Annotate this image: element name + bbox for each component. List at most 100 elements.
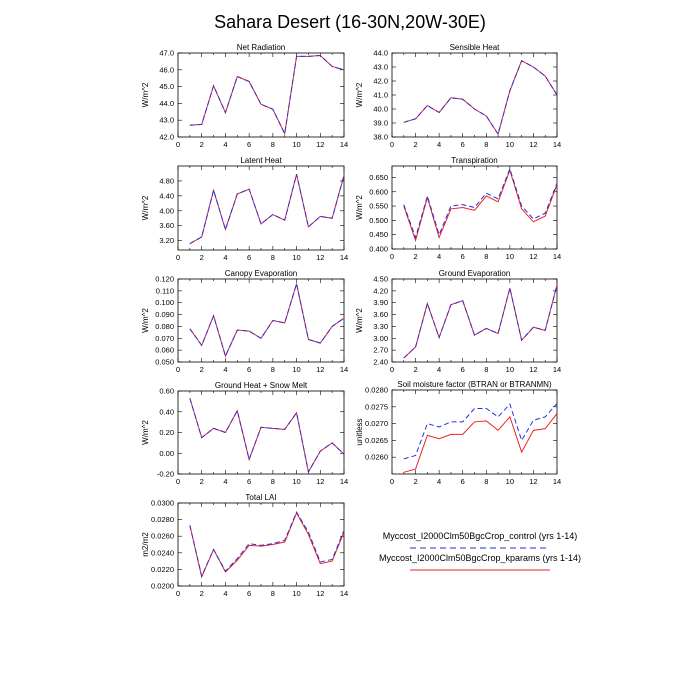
x-tick-label: 6 [247,253,251,262]
y-tick-label: 0.0260 [151,532,174,541]
x-tick-label: 14 [553,477,561,486]
series-line-control [403,59,558,136]
panel-title: Total LAI [245,493,276,502]
panel: Ground Evaporation W/m^2 0 2 4 6 8 10 12 14 2.40 2.… [355,269,561,374]
x-tick-label: 10 [292,477,300,486]
y-tick-label: 43.0 [159,116,174,125]
x-tick-label: 12 [316,140,324,149]
x-tick-label: 0 [390,140,394,149]
x-tick-label: 8 [271,477,275,486]
y-tick-label: 0.500 [369,216,388,225]
x-tick-label: 10 [292,140,300,149]
plot-frame [177,390,345,475]
series-line-control [189,55,345,136]
series-line-kparams [403,59,558,136]
x-tick-label: 12 [529,140,537,149]
x-tick-label: 2 [200,365,204,374]
y-tick-label: 0.450 [369,230,388,239]
series-line-kparams [189,174,345,245]
panel: Sensible Heat W/m^2 0 2 4 6 8 10 12 14 38.0 39.0 40.… [355,43,561,149]
y-tick-label: 40.0 [373,105,388,114]
y-tick-label: 0.080 [155,322,174,331]
x-tick-label: 10 [506,477,514,486]
x-tick-label: 12 [316,253,324,262]
y-tick-label: 0.0220 [151,565,174,574]
x-tick-label: 10 [292,365,300,374]
y-tick-label: 0.60 [159,387,174,396]
y-tick-label: 0.20 [159,428,174,437]
x-tick-label: 12 [316,477,324,486]
x-tick-label: 8 [484,252,488,261]
y-tick-label: 0.0270 [365,419,388,428]
x-tick-label: 4 [437,140,441,149]
x-tick-label: 12 [316,589,324,598]
x-tick-label: 8 [271,253,275,262]
series-line-kparams [189,283,345,358]
y-tick-label: 0.060 [155,346,174,355]
panel-title: Net Radiation [237,43,285,52]
series-line-kparams [403,284,558,359]
y-tick-label: 0.600 [369,187,388,196]
y-tick-label: 0.650 [369,173,388,182]
series-line-control [189,511,345,578]
y-tick-label: 2.70 [373,346,388,355]
y-tick-label: 4.50 [373,275,388,284]
x-tick-label: 14 [553,365,561,374]
panel-title: Transpiration [451,156,497,165]
panel: Latent Heat W/m^2 0 2 4 6 8 10 12 14 3.20 3.60 4.00 4… [141,156,348,262]
x-tick-label: 0 [390,252,394,261]
y-tick-label: 43.0 [373,63,388,72]
y-tick-label: 0.0200 [151,582,174,591]
y-tick-label: 0.550 [369,202,388,211]
y-tick-label: 44.0 [159,99,174,108]
x-tick-label: 14 [340,253,348,262]
x-tick-label: 8 [484,477,488,486]
plot-frame [177,52,345,138]
y-tick-label: 45.0 [159,82,174,91]
x-tick-label: 4 [223,589,227,598]
x-tick-label: 4 [437,252,441,261]
y-axis-label: W/m^2 [141,420,150,445]
y-tick-label: 3.60 [373,310,388,319]
x-tick-label: 6 [461,477,465,486]
y-tick-label: 0.120 [155,275,174,284]
y-axis-label: W/m^2 [141,308,150,333]
x-tick-label: 8 [271,365,275,374]
y-axis-label: W/m^2 [355,308,364,333]
x-tick-label: 8 [484,365,488,374]
y-tick-label: 0.0265 [365,436,388,445]
y-tick-label: 0.40 [159,407,174,416]
y-tick-label: 4.20 [373,286,388,295]
x-tick-label: 14 [340,477,348,486]
x-tick-label: 6 [247,140,251,149]
x-tick-label: 4 [437,365,441,374]
y-tick-label: 3.60 [159,221,174,230]
y-axis-label: W/m^2 [355,195,364,220]
panel-title: Sensible Heat [450,43,501,52]
series-line-kparams [189,398,345,474]
y-tick-label: 42.0 [373,77,388,86]
y-tick-label: 0.0240 [151,548,174,557]
y-tick-label: 0.0275 [365,402,388,411]
x-tick-label: 2 [413,252,417,261]
legend: Myccost_I2000Clm50BgcCrop_control (yrs 1… [379,531,581,571]
x-tick-label: 14 [340,365,348,374]
y-tick-label: 0.090 [155,310,174,319]
x-tick-label: 2 [413,140,417,149]
x-tick-label: 0 [176,253,180,262]
y-axis-label: W/m^2 [141,82,150,107]
x-tick-label: 0 [390,365,394,374]
legend-label-kparams: Myccost_I2000Clm50BgcCrop_kparams (yrs 1… [379,553,581,563]
x-tick-label: 8 [271,140,275,149]
panel-title: Latent Heat [240,156,282,165]
x-tick-label: 10 [506,140,514,149]
x-tick-label: 0 [176,589,180,598]
y-axis-label: W/m^2 [355,82,364,107]
x-tick-label: 2 [413,365,417,374]
plot-frame [177,165,345,251]
y-tick-label: 3.20 [159,236,174,245]
plot-frame [177,278,345,363]
x-tick-label: 0 [176,477,180,486]
x-tick-label: 12 [529,365,537,374]
